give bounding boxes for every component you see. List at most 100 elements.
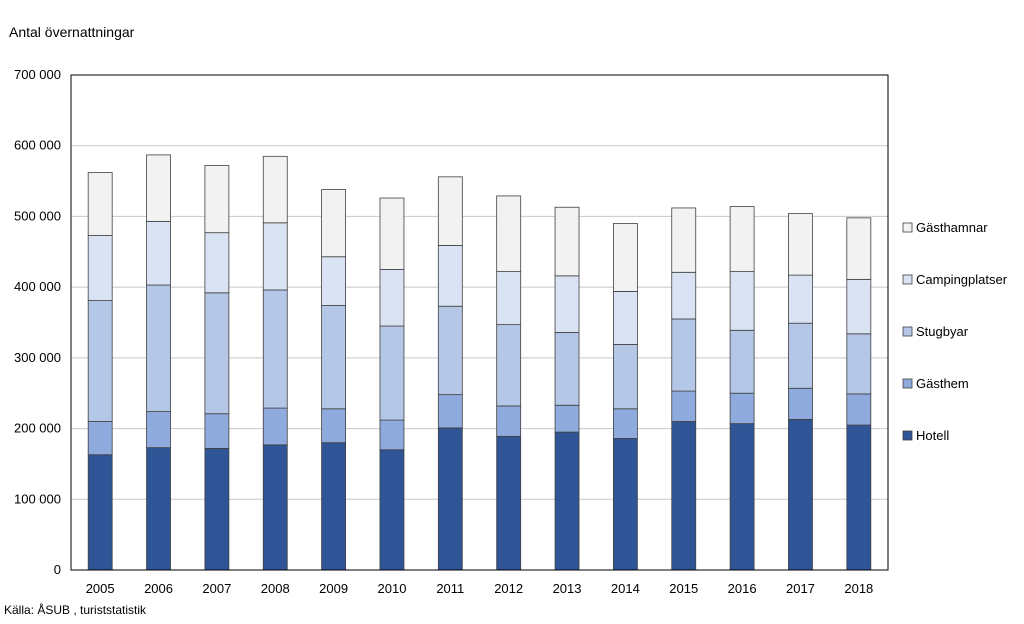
bar-segment-stugbyar-2012 xyxy=(496,324,522,407)
bar-segment-gästhamnar-2016 xyxy=(729,206,755,272)
x-tick-label: 2012 xyxy=(494,581,523,596)
source-note: Källa: ÅSUB , turiststatistik xyxy=(4,603,147,617)
bar-segment-campingplatser-2007 xyxy=(204,232,230,294)
x-tick-label: 2013 xyxy=(553,581,582,596)
bar-segment-gästhamnar-2007 xyxy=(204,165,230,234)
legend-label-gästhem: Gästhem xyxy=(916,376,969,391)
bar-segment-campingplatser-2016 xyxy=(729,271,755,331)
y-tick-label: 500 000 xyxy=(14,208,61,223)
bar-segment-gästhem-2015 xyxy=(671,390,697,422)
legend-swatch-gästhem xyxy=(902,378,913,389)
bar-segment-stugbyar-2011 xyxy=(437,305,463,396)
bar-segment-gästhamnar-2009 xyxy=(321,189,347,258)
bar-segment-stugbyar-2005 xyxy=(87,300,113,422)
bar-segment-hotell-2005 xyxy=(87,454,113,571)
bar-segment-campingplatser-2010 xyxy=(379,269,405,327)
x-tick-label: 2014 xyxy=(611,581,640,596)
x-tick-label: 2007 xyxy=(202,581,231,596)
bar-segment-stugbyar-2009 xyxy=(321,305,347,410)
bar-segment-hotell-2015 xyxy=(671,421,697,571)
bar-segment-hotell-2018 xyxy=(846,424,872,571)
bar-segment-stugbyar-2006 xyxy=(146,284,171,412)
bar-segment-campingplatser-2011 xyxy=(437,245,463,307)
x-tick-label: 2009 xyxy=(319,581,348,596)
legend-swatch-hotell xyxy=(902,430,913,441)
legend: Gästhamnar Campingplatser Stugbyar Gästhem H… xyxy=(902,220,1008,443)
bar-segment-stugbyar-2008 xyxy=(262,289,288,409)
bar-segment-campingplatser-2005 xyxy=(87,235,113,301)
y-axis-title: Antal övernattningar xyxy=(9,24,135,40)
y-tick-label: 200 000 xyxy=(14,421,61,436)
bar-segment-stugbyar-2014 xyxy=(612,344,638,410)
bar-segment-gästhamnar-2010 xyxy=(379,197,405,270)
bar-segment-hotell-2017 xyxy=(788,418,813,571)
bar-segment-campingplatser-2018 xyxy=(846,278,872,335)
bar-segment-hotell-2009 xyxy=(321,442,347,571)
bar-segment-hotell-2012 xyxy=(496,435,522,571)
x-tick-label: 2018 xyxy=(844,581,873,596)
bar-segment-gästhamnar-2012 xyxy=(496,195,522,272)
y-tick-label: 400 000 xyxy=(14,279,61,294)
x-tick-label: 2016 xyxy=(728,581,757,596)
bar-segment-campingplatser-2014 xyxy=(612,290,638,345)
y-tick-label: 300 000 xyxy=(14,350,61,365)
gridlines xyxy=(71,145,888,500)
bar-segment-stugbyar-2016 xyxy=(729,329,755,394)
bar-segment-gästhamnar-2015 xyxy=(671,207,697,273)
x-tick-label: 2008 xyxy=(261,581,290,596)
y-tick-label: 100 000 xyxy=(14,491,61,506)
bar-segment-hotell-2010 xyxy=(379,449,405,571)
bar-segment-gästhamnar-2018 xyxy=(846,217,872,280)
bar-segment-campingplatser-2006 xyxy=(146,220,171,286)
bar-segment-gästhamnar-2006 xyxy=(146,154,171,222)
bar-segment-stugbyar-2017 xyxy=(788,322,813,389)
bar-segment-gästhem-2012 xyxy=(496,405,522,437)
bar-segment-gästhem-2008 xyxy=(262,407,288,446)
legend-label-gästhamnar: Gästhamnar xyxy=(916,220,988,235)
bar-segment-gästhem-2005 xyxy=(87,421,113,456)
bar-segment-gästhem-2010 xyxy=(379,419,405,451)
bar-segment-stugbyar-2013 xyxy=(554,331,580,406)
x-tick-label: 2010 xyxy=(378,581,407,596)
x-tick-label: 2017 xyxy=(786,581,815,596)
legend-swatch-campingplatser xyxy=(902,274,913,285)
bar-segment-hotell-2013 xyxy=(554,431,580,571)
bar-segment-hotell-2016 xyxy=(729,423,755,571)
y-tick-label: 0 xyxy=(54,562,61,577)
x-axis-ticks: 2005 2006 2007 2008 2009 2010 2011 2012 2013 2014… xyxy=(86,581,874,596)
legend-label-campingplatser: Campingplatser xyxy=(916,272,1008,287)
bar-segment-stugbyar-2010 xyxy=(379,325,405,421)
x-tick-label: 2005 xyxy=(86,581,115,596)
bar-segment-gästhem-2006 xyxy=(146,411,171,449)
bar-segment-gästhem-2016 xyxy=(729,392,755,425)
legend-swatch-gästhamnar xyxy=(902,222,913,233)
bar-segment-gästhamnar-2008 xyxy=(262,155,288,224)
bars xyxy=(87,154,872,571)
legend-label-hotell: Hotell xyxy=(916,428,949,443)
bar-segment-campingplatser-2015 xyxy=(671,271,697,320)
y-axis-ticks: 0 100 000 200 000 300 000 400 000 500 000 600 … xyxy=(14,67,61,577)
bar-segment-gästhem-2013 xyxy=(554,404,580,433)
bar-segment-gästhamnar-2013 xyxy=(554,206,580,277)
bar-segment-gästhem-2017 xyxy=(788,387,813,420)
bar-segment-stugbyar-2007 xyxy=(204,292,230,415)
bar-segment-gästhem-2014 xyxy=(612,408,638,439)
bar-segment-gästhem-2018 xyxy=(846,393,872,426)
bar-segment-campingplatser-2012 xyxy=(496,271,522,326)
bar-segment-gästhem-2009 xyxy=(321,408,347,444)
x-tick-label: 2006 xyxy=(144,581,173,596)
bar-segment-gästhamnar-2017 xyxy=(788,213,813,276)
plot-frame xyxy=(70,74,889,571)
bar-segment-gästhem-2011 xyxy=(437,394,463,429)
x-tick-label: 2015 xyxy=(669,581,698,596)
bar-segment-hotell-2006 xyxy=(146,447,171,571)
bar-segment-gästhamnar-2011 xyxy=(437,176,463,246)
y-tick-label: 600 000 xyxy=(14,138,61,153)
bar-segment-gästhamnar-2014 xyxy=(612,223,638,292)
bar-segment-hotell-2007 xyxy=(204,447,230,571)
legend-label-stugbyar: Stugbyar xyxy=(916,324,969,339)
bar-segment-gästhamnar-2005 xyxy=(87,172,113,236)
bar-segment-campingplatser-2008 xyxy=(262,222,288,291)
bar-segment-gästhem-2007 xyxy=(204,413,230,449)
